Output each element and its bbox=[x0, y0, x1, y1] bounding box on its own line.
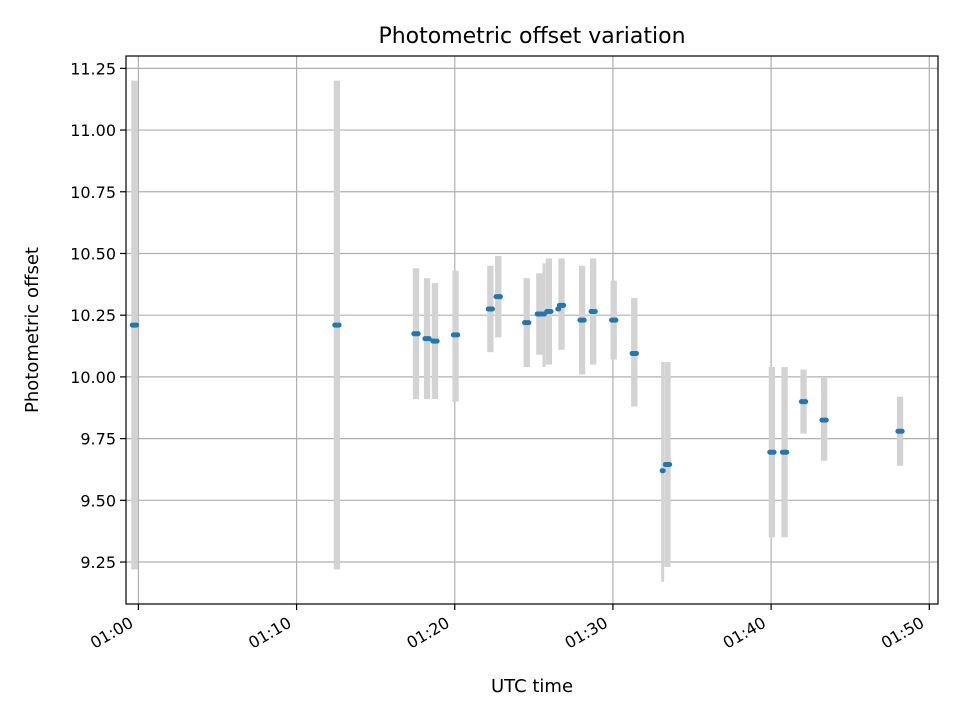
chart-title: Photometric offset variation bbox=[378, 24, 685, 49]
y-tick-label: 11.00 bbox=[70, 121, 116, 140]
x-axis-label: UTC time bbox=[491, 676, 573, 697]
y-tick-label: 11.25 bbox=[70, 59, 116, 78]
axis-ticks bbox=[120, 67, 930, 610]
y-tick-label: 10.00 bbox=[70, 368, 116, 387]
y-tick-label: 10.50 bbox=[70, 244, 116, 263]
y-tick-label: 9.50 bbox=[80, 491, 116, 510]
y-tick-label: 9.75 bbox=[80, 430, 116, 449]
plot-area-frame bbox=[125, 55, 939, 605]
y-tick-label: 10.75 bbox=[70, 183, 116, 202]
grid bbox=[126, 56, 938, 604]
y-tick-label: 10.25 bbox=[70, 306, 116, 325]
y-tick-label: 9.25 bbox=[80, 553, 116, 572]
data-points bbox=[129, 294, 905, 474]
y-axis-label: Photometric offset bbox=[22, 247, 43, 413]
